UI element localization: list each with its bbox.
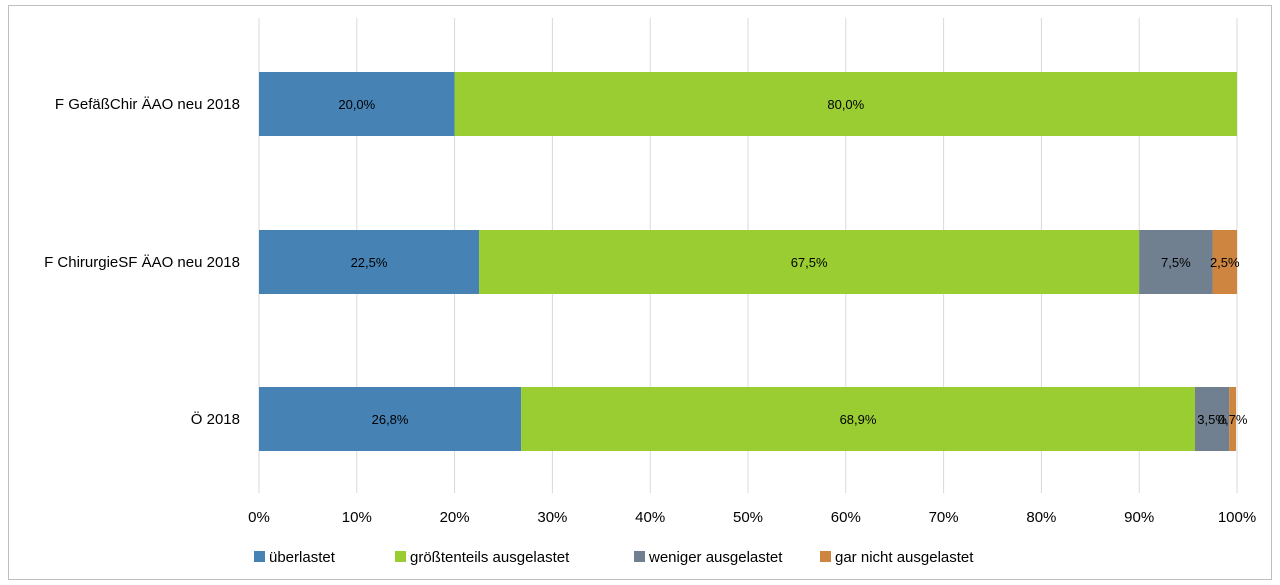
bar-segment-gar-nicht-ausgelastet — [1212, 230, 1237, 294]
category-label: F GefäßChir ÄAO neu 2018 — [55, 96, 240, 113]
legend-swatch — [634, 551, 645, 562]
data-label: 22,5% — [351, 255, 388, 270]
data-label: 26,8% — [372, 412, 409, 427]
bar-segment-größtenteils-ausgelastet — [521, 387, 1195, 451]
x-tick-label: 10% — [342, 509, 372, 526]
data-label: 3,5% — [1197, 412, 1227, 427]
legend: überlastet größtenteils ausgelastet wenige… — [254, 549, 974, 566]
data-label: 80,0% — [827, 97, 864, 112]
bar-segment-überlastet — [259, 230, 480, 294]
x-tick-label: 50% — [733, 509, 763, 526]
data-label: 20,0% — [338, 97, 375, 112]
legend-swatch — [395, 551, 406, 562]
legend-label: größtenteils ausgelastet — [410, 549, 570, 566]
axis-layer: 0% 10% 20% 30% 40% 50% 60% 70% 80% 90% 100% F Gefäß… — [44, 96, 1256, 526]
x-tick-label: 100% — [1218, 509, 1256, 526]
bar-segment-größtenteils-ausgelastet — [479, 230, 1140, 294]
bar-segment-überlastet — [259, 387, 522, 451]
category-label: Ö 2018 — [191, 410, 240, 428]
legend-label: überlastet — [269, 549, 336, 566]
data-label: 0,7% — [1218, 412, 1248, 427]
bar-layer — [259, 72, 1238, 451]
data-label: 2,5% — [1210, 255, 1240, 270]
data-label: 7,5% — [1161, 255, 1191, 270]
bar-segment-überlastet — [259, 72, 455, 136]
x-tick-label: 80% — [1026, 509, 1056, 526]
x-tick-label: 20% — [440, 509, 470, 526]
legend-swatch — [820, 551, 831, 562]
x-tick-label: 60% — [831, 509, 861, 526]
x-tick-label: 40% — [635, 509, 665, 526]
legend-swatch — [254, 551, 265, 562]
data-label: 68,9% — [840, 412, 877, 427]
category-label: F ChirurgieSF ÄAO neu 2018 — [44, 254, 240, 271]
x-tick-label: 90% — [1124, 509, 1154, 526]
stacked-bar-chart: 20,0% 80,0% 22,5% 67,5% 7,5% 2,5% 26,8% 68,9% 3,… — [44, 18, 1256, 566]
x-tick-label: 0% — [248, 509, 270, 526]
x-tick-label: 30% — [537, 509, 567, 526]
bar-segment-größtenteils-ausgelastet — [454, 72, 1238, 136]
data-label: 67,5% — [791, 255, 828, 270]
data-label-layer: 20,0% 80,0% 22,5% 67,5% 7,5% 2,5% 26,8% 68,9% 3,… — [338, 97, 1247, 427]
bar-segment-weniger-ausgelastet — [1194, 387, 1230, 451]
bar-segment-gar-nicht-ausgelastet — [1229, 387, 1237, 451]
legend-label: gar nicht ausgelastet — [835, 549, 974, 566]
bar-segment-weniger-ausgelastet — [1139, 230, 1213, 294]
x-tick-label: 70% — [929, 509, 959, 526]
chart-frame: 20,0% 80,0% 22,5% 67,5% 7,5% 2,5% 26,8% 68,9% 3,… — [8, 5, 1272, 580]
legend-label: weniger ausgelastet — [648, 549, 783, 566]
